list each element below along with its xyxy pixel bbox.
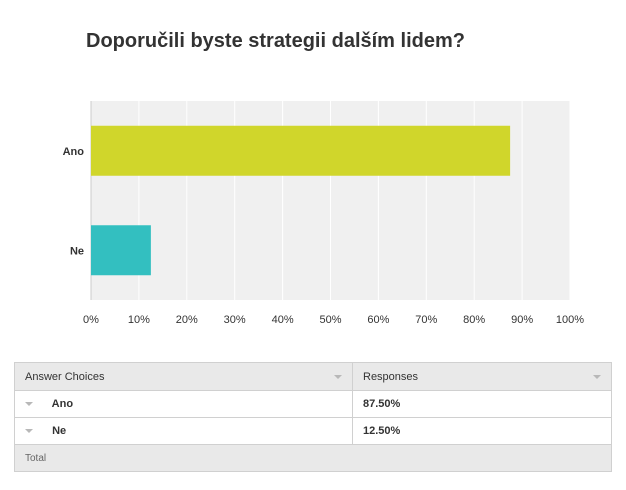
expand-caret-icon[interactable] — [25, 429, 33, 434]
response-cell: 87.50% — [352, 390, 612, 418]
choice-label: Ne — [52, 425, 67, 437]
question-title: Doporučili byste strategii dalším lidem? — [86, 30, 465, 52]
x-tick-label: 80% — [463, 314, 485, 326]
x-tick-label: 50% — [319, 314, 341, 326]
x-tick-label: 40% — [272, 314, 294, 326]
choice-label: Ano — [51, 398, 74, 410]
bar-chart: Ano Ne 0% 10% 20% 30% 40% 50% 60% 70% 80% 90% 100% — [63, 101, 584, 326]
table-row: Ne 12.50% — [14, 417, 612, 445]
x-tick-label: 10% — [128, 314, 150, 326]
category-label: Ne — [70, 245, 84, 257]
choice-cell: Ano — [14, 390, 353, 418]
x-tick-label: 70% — [415, 314, 437, 326]
bar-ano[interactable] — [91, 125, 511, 176]
sort-caret-icon[interactable] — [334, 375, 342, 379]
x-tick-label: 90% — [511, 314, 533, 326]
choice-cell: Ne — [14, 417, 353, 445]
x-tick-label: 30% — [224, 314, 246, 326]
expand-caret-icon[interactable] — [25, 402, 33, 407]
sort-caret-icon[interactable] — [593, 375, 601, 379]
category-label: Ano — [63, 146, 85, 158]
header-answer-choices[interactable]: Answer Choices — [14, 362, 353, 391]
response-cell: 12.50% — [352, 417, 612, 445]
x-tick-label: 20% — [176, 314, 198, 326]
bar-ne[interactable] — [91, 225, 151, 276]
header-responses-label: Responses — [363, 370, 419, 383]
total-row: Total — [14, 444, 612, 472]
responses-table: Answer Choices Responses Ano 87.50% Ne 1… — [14, 362, 612, 472]
x-tick-label: 100% — [556, 314, 584, 326]
x-tick-label: 0% — [83, 314, 99, 326]
x-tick-label: 60% — [367, 314, 389, 326]
table-row: Ano 87.50% — [14, 390, 612, 418]
header-answer-choices-label: Answer Choices — [25, 370, 105, 383]
header-responses[interactable]: Responses — [352, 362, 612, 391]
